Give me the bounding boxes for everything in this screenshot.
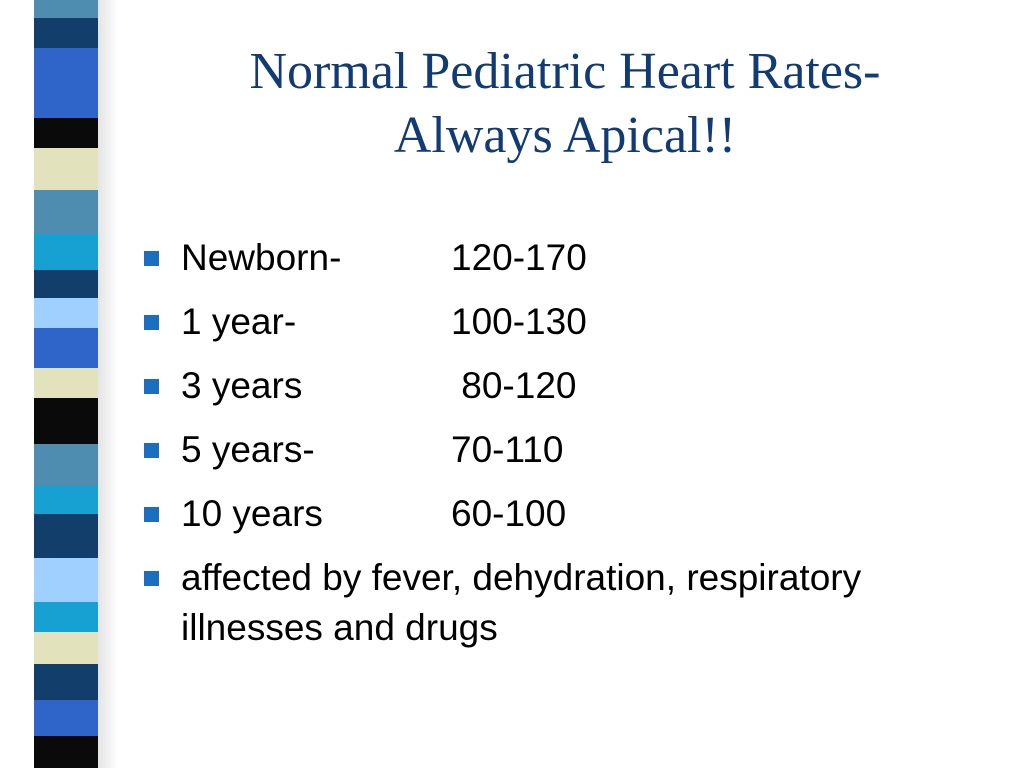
stripe-block bbox=[34, 78, 98, 118]
bullet-item: Newborn- 120-170 bbox=[140, 226, 900, 290]
rate-value: 120-170 bbox=[451, 237, 587, 278]
bullet-item: 5 years- 70-110 bbox=[140, 418, 900, 482]
stripe-block bbox=[34, 298, 98, 328]
bullet-item-note: affected by fever, dehydration, respirat… bbox=[140, 546, 900, 653]
title-line-1: Normal Pediatric Heart Rates- bbox=[249, 43, 881, 100]
stripe-block bbox=[34, 558, 98, 602]
stripe-block bbox=[34, 48, 98, 78]
age-label: 10 years bbox=[181, 493, 323, 534]
stripe-block bbox=[34, 664, 98, 700]
stripe-blocks bbox=[34, 0, 98, 768]
stripe-block bbox=[34, 486, 98, 514]
square-bullet-icon bbox=[144, 251, 159, 266]
square-bullet-icon bbox=[144, 315, 159, 330]
square-bullet-icon bbox=[144, 379, 159, 394]
rate-value: 60-100 bbox=[451, 493, 567, 534]
rate-value: 80-120 bbox=[451, 365, 577, 406]
stripe-block bbox=[34, 444, 98, 486]
stripe-block bbox=[34, 632, 98, 664]
age-label: 3 years bbox=[181, 365, 303, 406]
note-text: affected by fever, dehydration, respirat… bbox=[181, 557, 862, 648]
stripe-block bbox=[34, 118, 98, 148]
stripe-block bbox=[34, 234, 98, 270]
bullet-list: Newborn- 120-170 1 year- 100-130 3 years 8… bbox=[140, 226, 900, 653]
title-line-2: Always Apical!! bbox=[393, 107, 737, 164]
stripe-block bbox=[34, 736, 98, 768]
stripe-block bbox=[34, 700, 98, 736]
stripe-block bbox=[34, 18, 98, 48]
stripe-block bbox=[34, 148, 98, 190]
age-label: 1 year- bbox=[181, 301, 297, 342]
decorative-stripe bbox=[34, 0, 118, 768]
bullet-item: 3 years 80-120 bbox=[140, 354, 900, 418]
stripe-block bbox=[34, 328, 98, 368]
stripe-block bbox=[34, 0, 98, 18]
age-label: 5 years- bbox=[181, 429, 315, 470]
stripe-block bbox=[34, 398, 98, 444]
rate-value: 70-110 bbox=[451, 429, 564, 470]
square-bullet-icon bbox=[144, 571, 159, 586]
age-label: Newborn- bbox=[181, 237, 342, 278]
bullet-item: 10 years 60-100 bbox=[140, 482, 900, 546]
bullet-item: 1 year- 100-130 bbox=[140, 290, 900, 354]
stripe-block bbox=[34, 368, 98, 398]
stripe-block bbox=[34, 602, 98, 632]
square-bullet-icon bbox=[144, 443, 159, 458]
stripe-block bbox=[34, 190, 98, 234]
rate-value: 100-130 bbox=[451, 301, 587, 342]
square-bullet-icon bbox=[144, 507, 159, 522]
slide-title: Normal Pediatric Heart Rates- Always Api… bbox=[150, 40, 980, 168]
stripe-block bbox=[34, 270, 98, 298]
stripe-block bbox=[34, 514, 98, 558]
